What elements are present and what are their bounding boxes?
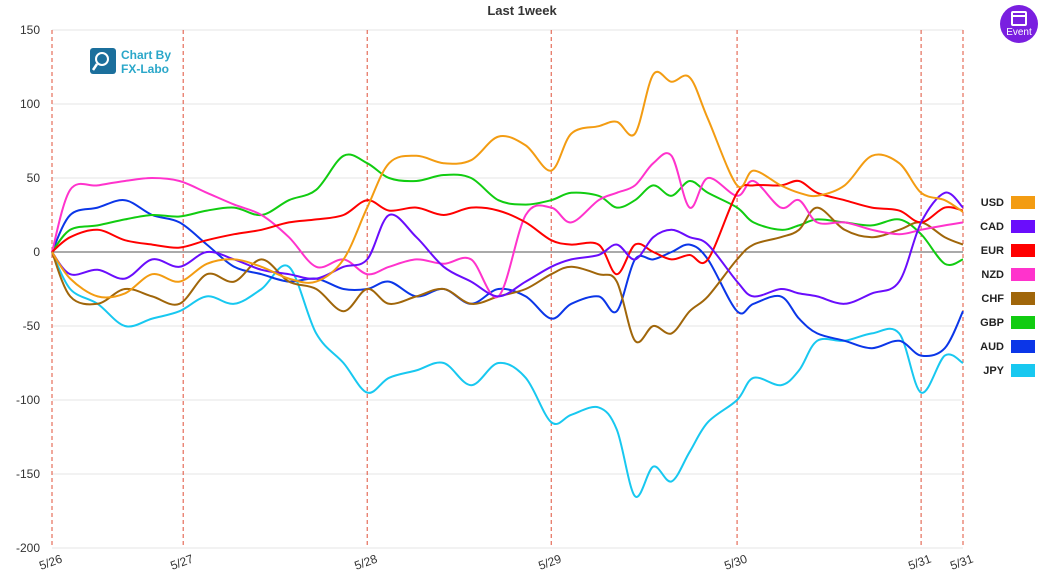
x-tick-label: 5/29 <box>536 552 563 571</box>
logo-lens <box>95 52 109 66</box>
y-tick-label: 0 <box>33 245 40 259</box>
legend-label-gbp: GBP <box>980 317 1004 329</box>
y-tick-label: -100 <box>16 393 40 407</box>
series-line-usd <box>51 70 964 299</box>
series-line-nzd <box>51 152 964 299</box>
y-tick-label: 150 <box>20 23 40 37</box>
logo-line1: Chart By <box>121 48 171 62</box>
legend-swatch-nzd <box>1011 268 1035 281</box>
y-tick-label: -50 <box>23 319 41 333</box>
logo-line2: FX-Labo <box>121 62 169 76</box>
x-tick-label: 5/30 <box>722 552 749 571</box>
legend-swatch-chf <box>1011 292 1035 305</box>
logo-handle <box>91 63 99 71</box>
legend-label-usd: USD <box>981 197 1004 209</box>
legend-label-nzd: NZD <box>981 269 1004 281</box>
series-line-aud <box>51 199 964 357</box>
y-tick-label: -150 <box>16 467 40 481</box>
event-button[interactable]: Event <box>1000 5 1038 43</box>
legend: USD CAD EUR NZD CHF GBP AUD JPY <box>980 196 1035 377</box>
y-tick-label: 50 <box>27 171 41 185</box>
y-tick-label: 100 <box>20 97 40 111</box>
x-tick-label: 5/31 <box>906 552 933 571</box>
legend-label-jpy: JPY <box>983 365 1004 377</box>
x-tick-label: 5/31 <box>948 552 975 571</box>
x-tick-label: 5/26 <box>37 552 64 571</box>
legend-label-aud: AUD <box>980 341 1004 353</box>
series-line-eur <box>51 179 964 276</box>
chart-magnifier-icon <box>90 48 116 74</box>
series-line-gbp <box>51 153 964 266</box>
series-line-jpy <box>51 251 964 498</box>
y-axis: 150 100 50 0 -50 -100 -150 -200 <box>16 23 40 555</box>
chart-title: Last 1week <box>487 3 557 18</box>
legend-swatch-jpy <box>1011 364 1035 377</box>
legend-label-cad: CAD <box>980 221 1004 233</box>
legend-swatch-aud <box>1011 340 1035 353</box>
legend-swatch-usd <box>1011 196 1035 209</box>
x-axis: 5/26 5/27 5/28 5/29 5/30 5/31 5/31 <box>37 552 975 571</box>
legend-swatch-cad <box>1011 220 1035 233</box>
series-line-chf <box>51 206 964 344</box>
calendar-icon <box>1011 10 1027 26</box>
x-tick-label: 5/27 <box>168 552 195 571</box>
logo: Chart By FX-Labo <box>90 48 171 76</box>
series-layer <box>51 70 964 498</box>
legend-swatch-gbp <box>1011 316 1035 329</box>
x-tick-label: 5/28 <box>352 552 379 571</box>
legend-swatch-eur <box>1011 244 1035 257</box>
legend-label-eur: EUR <box>981 245 1004 257</box>
legend-label-chf: CHF <box>981 293 1004 305</box>
y-tick-label: -200 <box>16 541 40 555</box>
series-line-cad <box>51 191 964 305</box>
event-button-label: Event <box>1006 26 1032 38</box>
